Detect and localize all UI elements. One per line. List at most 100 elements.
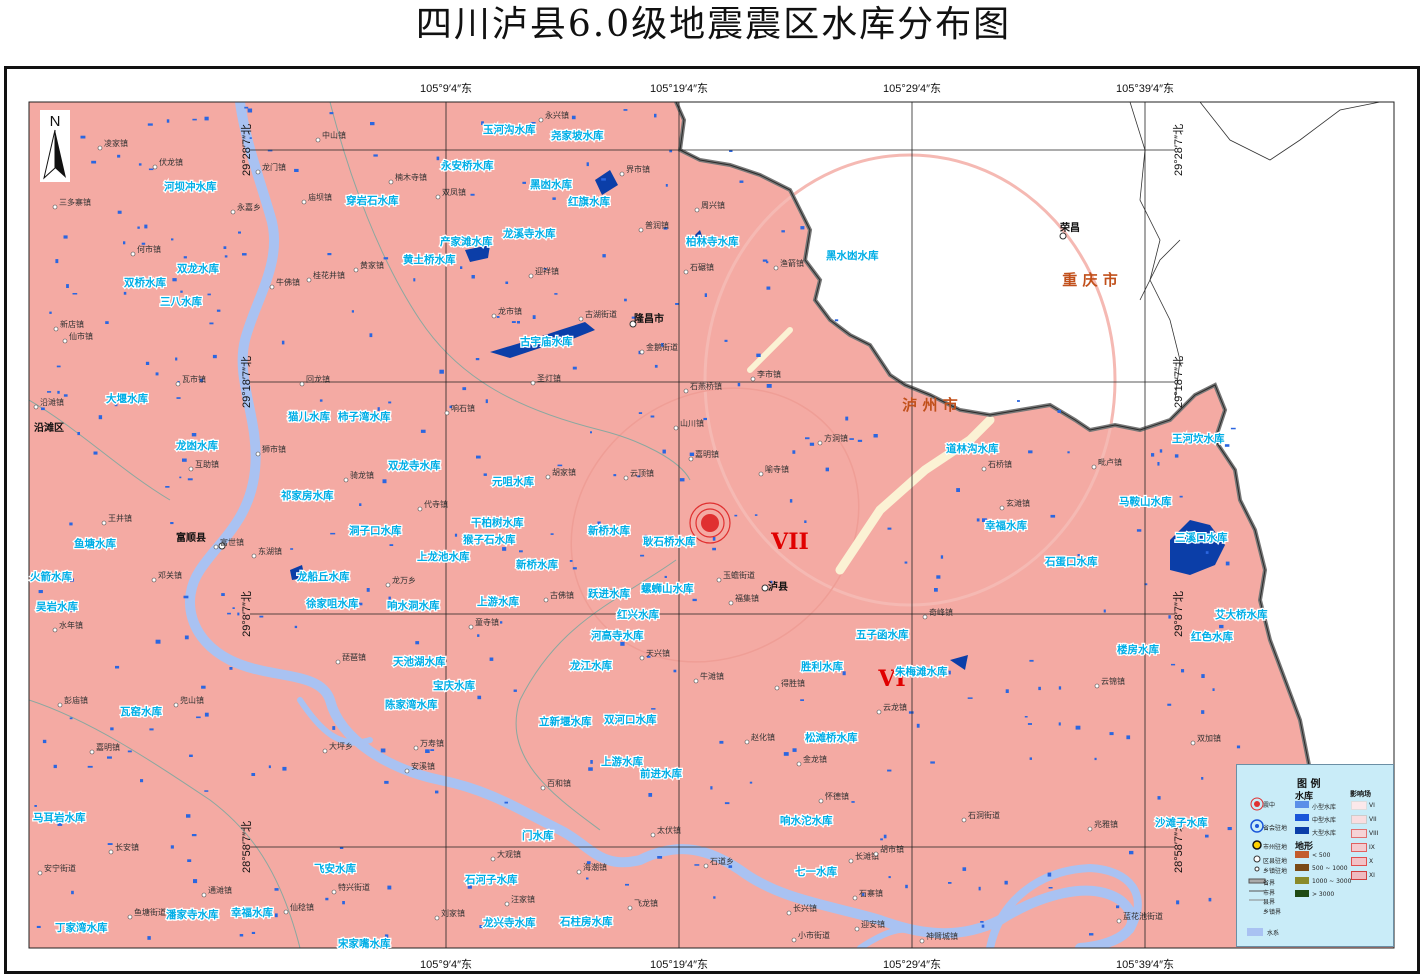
reservoir-label: 艾大桥水库 (1215, 608, 1268, 621)
town-point (848, 858, 854, 864)
small-reservoir-mark (329, 112, 334, 115)
small-reservoir-mark (887, 527, 892, 530)
small-reservoir-mark (249, 137, 252, 139)
small-reservoir-mark (377, 407, 380, 411)
town-label: 金鹅街道 (646, 342, 678, 352)
small-reservoir-mark (149, 728, 154, 731)
small-reservoir-mark (63, 235, 68, 239)
legend-symbols (1248, 797, 1266, 901)
reservoir-label: 龙凼水库 (175, 439, 218, 452)
small-reservoir-mark (703, 417, 707, 421)
small-reservoir-mark (485, 399, 488, 404)
reservoir-label: 红旗水库 (568, 195, 610, 208)
reservoir-label: 螺蛳山水库 (641, 582, 694, 595)
lon-label-bottom: 105°19′4″东 (650, 958, 708, 971)
reservoir-label: 石蛋口水库 (1044, 555, 1098, 568)
reservoir-label: 祁家房水库 (281, 489, 334, 502)
town-point (127, 914, 133, 920)
town-label: 迎安镇 (861, 919, 885, 929)
small-reservoir-mark (477, 695, 482, 700)
small-reservoir-mark (676, 537, 680, 540)
small-reservoir-mark (505, 281, 509, 284)
legend-small-swatch (1295, 801, 1309, 808)
small-reservoir-mark (209, 322, 214, 325)
small-reservoir-mark (1236, 745, 1241, 749)
town-label: 太伏镇 (657, 825, 681, 835)
town-label: 圣灯镇 (537, 373, 561, 383)
reservoir-label: 石河子水库 (464, 873, 518, 886)
legend-small-reservoir: 小型水库 (1312, 804, 1337, 811)
small-reservoir-mark (888, 876, 891, 879)
legend-int9: IX (1369, 844, 1375, 851)
town-label: 大坪乡 (329, 741, 353, 751)
lat-label-left: 29°18′7″北 (240, 356, 253, 408)
small-reservoir-mark (251, 931, 256, 934)
small-reservoir-mark (934, 588, 938, 592)
town-point (343, 477, 349, 483)
town-label: 响石镇 (451, 403, 475, 413)
town-point (576, 869, 582, 875)
lat-label-left: 29°28′7″北 (240, 124, 253, 176)
small-reservoir-mark (147, 123, 153, 126)
small-reservoir-mark (1179, 495, 1183, 498)
small-reservoir-mark (845, 416, 849, 421)
town-label: 中山镇 (322, 130, 346, 140)
town-label: 怀德镇 (825, 791, 849, 801)
town-label: 长滩镇 (855, 851, 879, 861)
small-reservoir-mark (662, 449, 666, 454)
small-reservoir-mark (184, 635, 189, 640)
town-label: 云龙镇 (883, 702, 907, 712)
small-reservoir-mark (207, 293, 211, 296)
small-reservoir-mark (227, 612, 231, 615)
small-reservoir-mark (327, 253, 332, 256)
small-reservoir-mark (650, 415, 655, 418)
reservoir-label: 马耳岩水库 (33, 811, 86, 824)
small-reservoir-mark (237, 612, 240, 616)
reservoir-label: 黑凼水库 (530, 178, 572, 191)
town-label: 龙门镇 (262, 162, 286, 172)
town-point (683, 388, 689, 394)
legend-water-swatch (1247, 928, 1263, 936)
reservoir-label: 宝庆水库 (433, 679, 475, 692)
small-reservoir-mark (107, 843, 113, 845)
small-reservoir-mark (792, 450, 796, 454)
town-point (818, 798, 824, 804)
small-reservoir-mark (500, 621, 503, 624)
small-reservoir-mark (624, 298, 627, 302)
small-reservoir-mark (1103, 609, 1106, 613)
reservoir-label: 天池湖水库 (393, 655, 446, 668)
town-point (37, 870, 43, 876)
small-reservoir-mark (648, 793, 653, 797)
town-point (1116, 918, 1122, 924)
town-point (981, 466, 987, 472)
small-reservoir-mark (170, 845, 174, 849)
small-reservoir-mark (1067, 451, 1070, 454)
small-reservoir-mark (117, 210, 122, 214)
legend-elev4-swatch (1295, 890, 1309, 897)
legend-title: 图 例 (1297, 779, 1321, 790)
reservoir-label: 胜利水库 (800, 660, 843, 673)
small-reservoir-mark (1057, 410, 1061, 413)
small-reservoir-mark (224, 255, 228, 258)
reservoir-label: 元咀水库 (492, 475, 534, 488)
town-label: 庙坝镇 (308, 192, 332, 202)
legend-city-seat: 市州驻地 (1263, 844, 1288, 851)
svg-text:富顺县: 富顺县 (176, 531, 206, 544)
town-point (639, 349, 645, 355)
small-reservoir-mark (640, 554, 645, 557)
town-label: 古湖街道 (585, 309, 617, 319)
small-reservoir-mark (713, 896, 716, 899)
town-point (683, 269, 689, 275)
small-reservoir-mark (57, 390, 60, 394)
svg-text:泸县: 泸县 (768, 580, 788, 593)
small-reservoir-mark (734, 514, 738, 517)
lon-label-top: 105°9′4″东 (420, 82, 472, 95)
small-reservoir-mark (663, 772, 667, 776)
town-point (540, 785, 546, 791)
small-reservoir-mark (710, 786, 713, 790)
reservoir-label: 黄土桥水库 (403, 253, 456, 266)
legend-elev2-swatch (1295, 864, 1309, 871)
town-point (538, 117, 544, 123)
town-label: 互助镇 (195, 459, 219, 469)
